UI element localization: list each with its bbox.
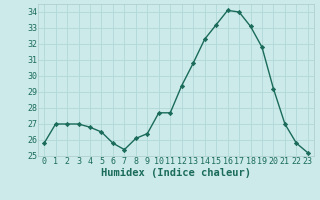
X-axis label: Humidex (Indice chaleur): Humidex (Indice chaleur) — [101, 168, 251, 178]
